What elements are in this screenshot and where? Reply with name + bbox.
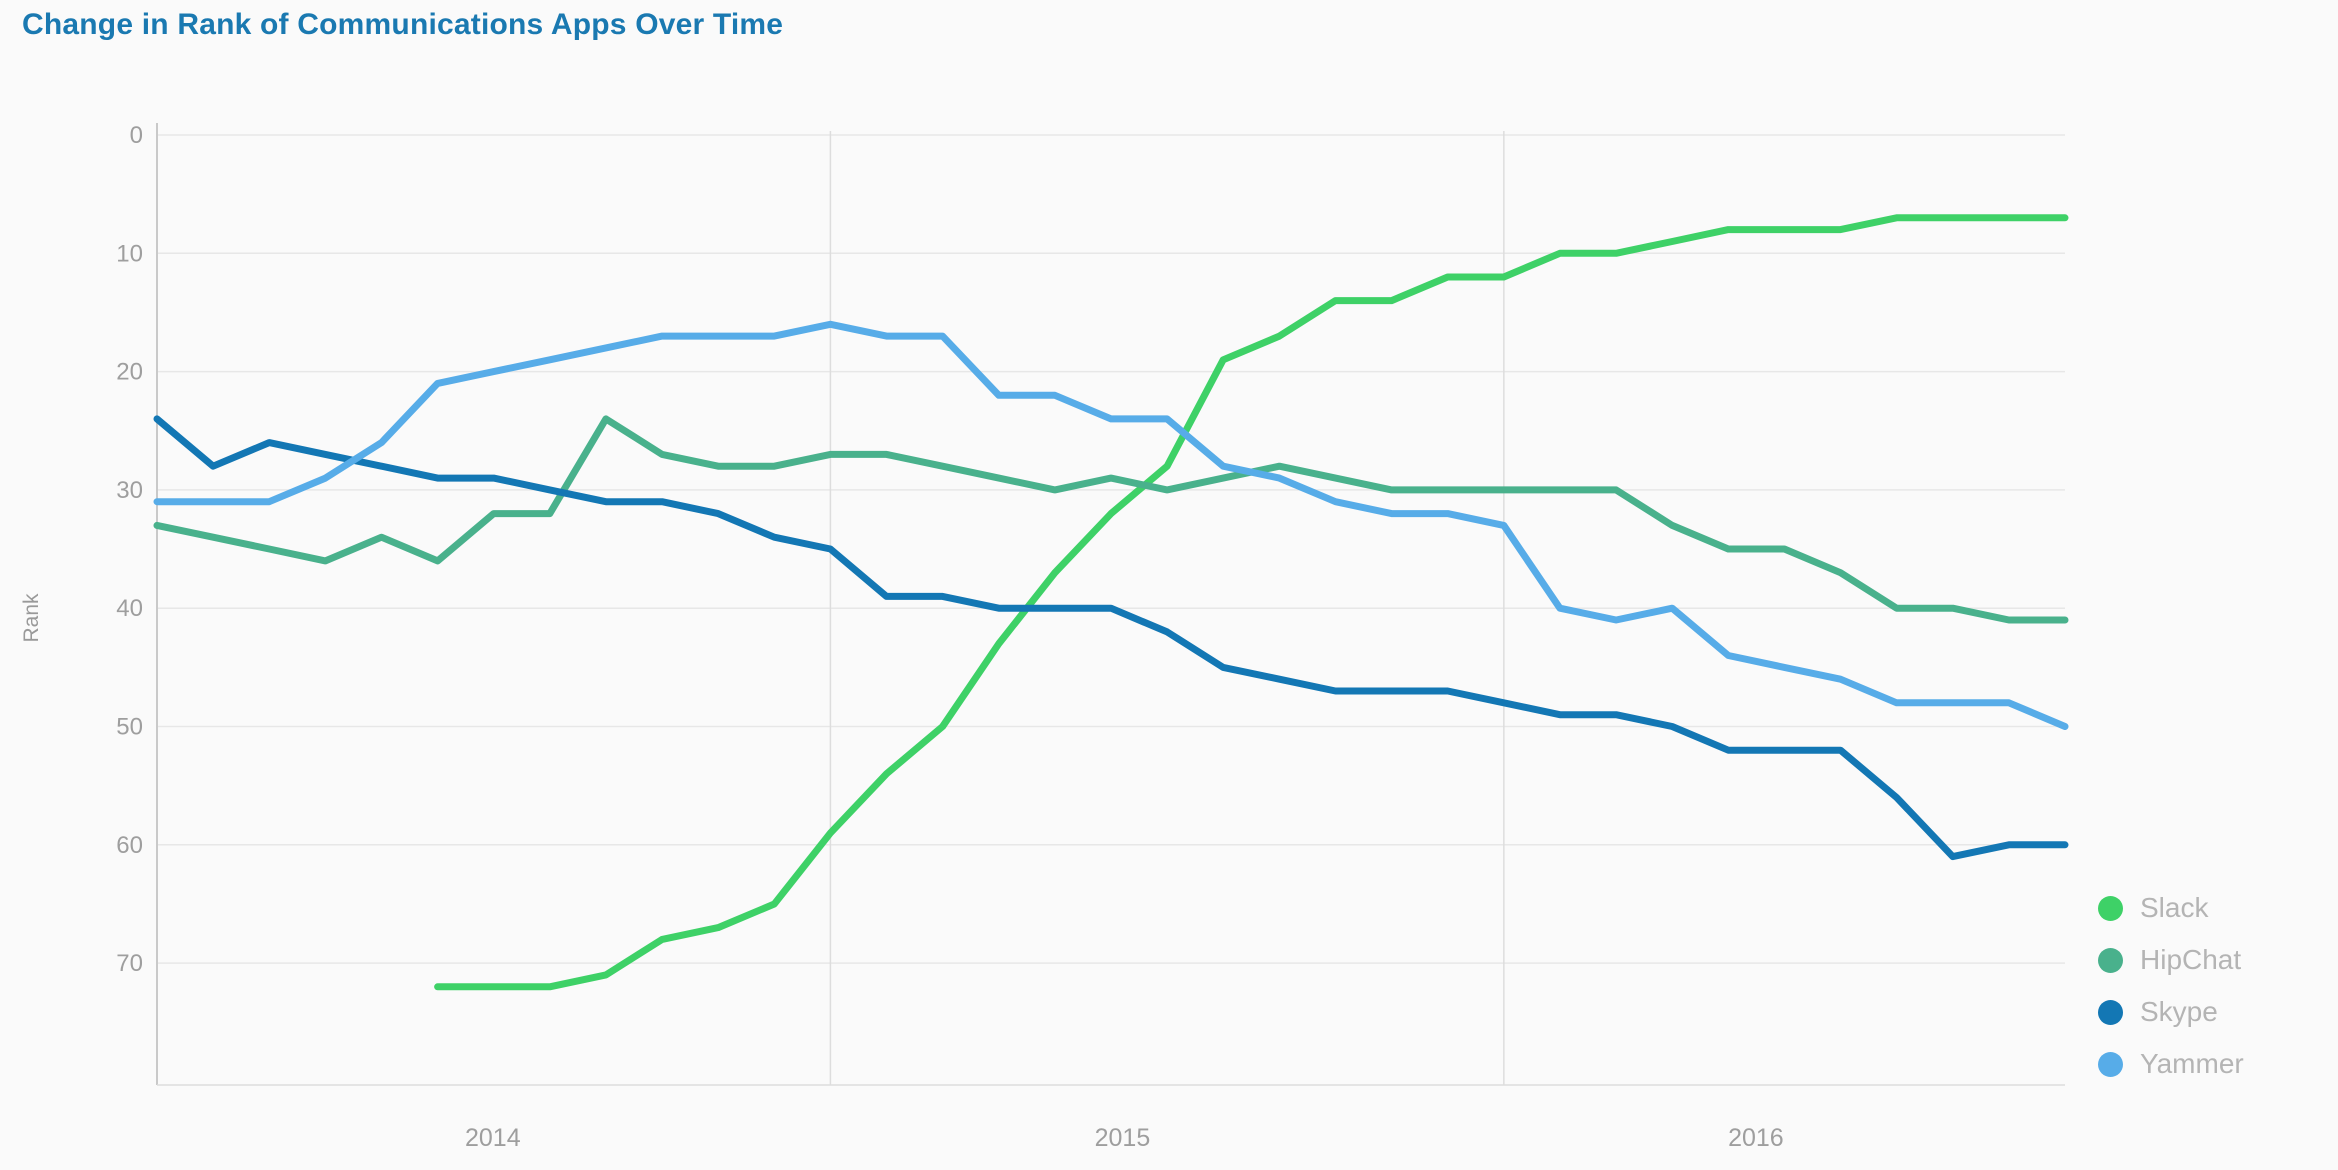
line-slack [434, 214, 2069, 991]
chart-legend: Slack HipChat Skype Yammer [2098, 882, 2244, 1090]
y-tick-label: 20 [116, 359, 143, 386]
legend-item-hipchat[interactable]: HipChat [2098, 934, 2244, 986]
line-skype [153, 415, 2069, 861]
y-tick-label: 40 [116, 595, 143, 622]
y-tick-label: 10 [116, 240, 143, 267]
x-tick-label: 2015 [1095, 1124, 1151, 1152]
x-tick-label: 2014 [465, 1124, 521, 1152]
legend-item-slack[interactable]: Slack [2098, 882, 2244, 934]
chart-title: Change in Rank of Communications Apps Ov… [22, 8, 784, 41]
x-tick-label: 2016 [1728, 1124, 1784, 1152]
y-tick-label: 60 [116, 832, 143, 859]
legend-dot-yammer [2098, 1051, 2123, 1077]
legend-item-yammer[interactable]: Yammer [2098, 1038, 2244, 1090]
line-hipchat [153, 415, 2069, 624]
legend-label: Yammer [2140, 1048, 2244, 1079]
y-axis-title: Rank [20, 593, 43, 643]
legend-label: Slack [2140, 892, 2209, 923]
line-yammer [153, 320, 2069, 730]
y-tick-label: 70 [116, 950, 143, 977]
legend-item-skype[interactable]: Skype [2098, 986, 2244, 1038]
y-tick-label: 0 [130, 122, 143, 149]
y-tick-label: 50 [116, 714, 143, 741]
legend-dot-skype [2098, 999, 2123, 1025]
y-tick-label: 30 [116, 477, 143, 504]
legend-dot-hipchat [2098, 947, 2123, 973]
legend-dot-slack [2098, 895, 2123, 921]
legend-label: HipChat [2140, 944, 2242, 975]
legend-label: Skype [2140, 996, 2218, 1027]
